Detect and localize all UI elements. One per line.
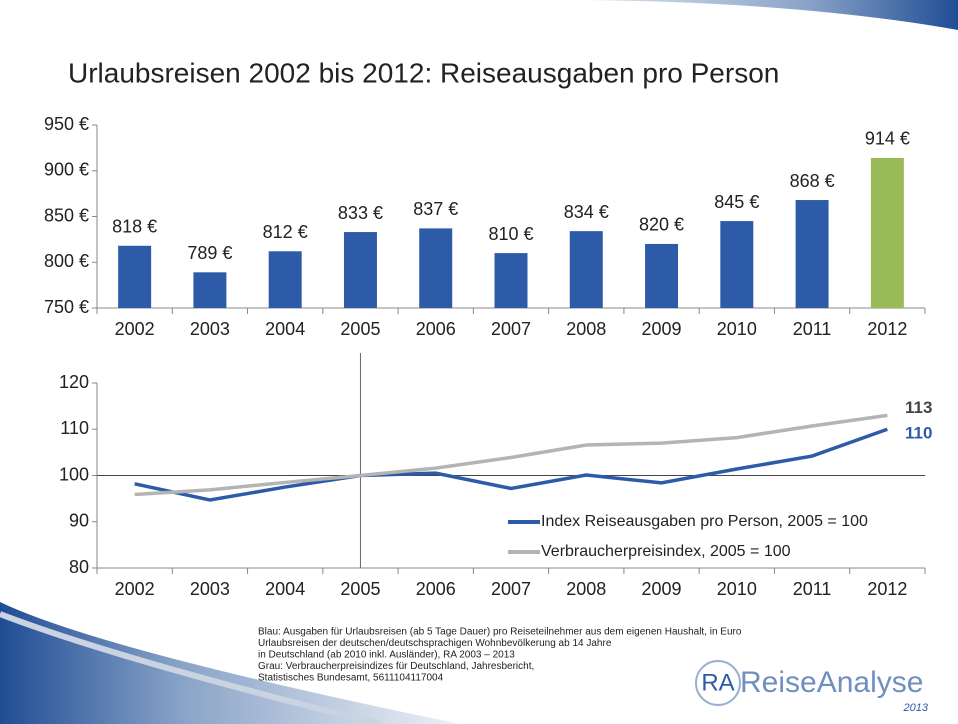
- y-tick-label: 120: [59, 372, 89, 392]
- chart-title: Urlaubsreisen 2002 bis 2012: Reiseausgab…: [68, 57, 779, 88]
- bar: [343, 232, 377, 308]
- x-tick-label: 2010: [717, 579, 757, 599]
- bar: [193, 272, 227, 308]
- y-tick-label: 90: [69, 511, 89, 531]
- value-label: 845 €: [714, 192, 759, 212]
- y-tick-label: 950 €: [44, 114, 89, 134]
- value-label: 868 €: [790, 171, 835, 191]
- logo-circle: [695, 660, 741, 706]
- x-tick-label: 2008: [566, 579, 606, 599]
- value-label: 810 €: [488, 224, 533, 244]
- x-tick-label: 2006: [416, 579, 456, 599]
- bar: [268, 251, 302, 308]
- value-label: 789 €: [187, 243, 232, 263]
- value-label: 812 €: [263, 222, 308, 242]
- logo-year: 2013: [903, 702, 929, 714]
- legend-label: Index Reiseausgaben pro Person, 2005 = 1…: [541, 513, 868, 530]
- line: [134, 413, 888, 497]
- x-tick-label: 2012: [867, 319, 907, 339]
- value-label: 837 €: [413, 199, 458, 219]
- end-label: 113: [905, 398, 932, 417]
- bar: [870, 157, 904, 308]
- note: Statistisches Bundesamt, 5611104117004: [258, 673, 444, 684]
- x-tick-label: 2007: [491, 319, 531, 339]
- swoosh-bottom: [0, 602, 460, 724]
- note: Urlaubsreisen der deutschen/deutschsprac…: [258, 638, 612, 649]
- bar: [494, 253, 528, 308]
- note: in Deutschland (ab 2010 inkl. Ausländer)…: [258, 650, 515, 661]
- legend-label: Verbraucherpreisindex, 2005 = 100: [541, 543, 791, 560]
- y-tick-label: 900 €: [44, 160, 89, 180]
- bar: [419, 228, 453, 308]
- bar: [569, 231, 603, 308]
- x-tick-label: 2012: [867, 579, 907, 599]
- y-tick-label: 750 €: [44, 297, 89, 317]
- x-tick-label: 2004: [265, 579, 305, 599]
- x-tick-label: 2003: [190, 579, 230, 599]
- bar: [795, 200, 829, 308]
- value-label: 834 €: [564, 202, 609, 222]
- logo-mark: RA: [701, 669, 734, 696]
- x-tick-label: 2011: [793, 579, 832, 599]
- note: Grau: Verbraucherpreisindizes für Deutsc…: [258, 661, 534, 672]
- bar: [720, 221, 754, 308]
- x-tick-label: 2009: [642, 579, 682, 599]
- end-label: 110: [905, 424, 932, 443]
- line: [134, 427, 888, 502]
- y-tick-label: 110: [60, 418, 89, 438]
- swoosh-line: [0, 611, 381, 724]
- x-tick-label: 2010: [717, 319, 757, 339]
- x-tick-label: 2009: [642, 319, 682, 339]
- x-tick-label: 2002: [115, 579, 155, 599]
- x-tick-label: 2006: [416, 319, 456, 339]
- x-tick-label: 2008: [566, 319, 606, 339]
- x-tick-label: 2005: [340, 319, 380, 339]
- x-tick-label: 2003: [190, 319, 230, 339]
- swoosh-top: [580, 0, 958, 30]
- y-tick-label: 850 €: [44, 205, 89, 225]
- x-tick-label: 2011: [793, 319, 832, 339]
- x-tick-label: 2004: [265, 319, 305, 339]
- y-tick-label: 100: [59, 464, 89, 484]
- x-tick-label: 2005: [340, 579, 380, 599]
- value-label: 818 €: [112, 217, 157, 237]
- y-tick-label: 80: [69, 557, 89, 577]
- value-label: 833 €: [338, 203, 383, 223]
- value-label: 820 €: [639, 215, 684, 235]
- x-tick-label: 2007: [491, 579, 531, 599]
- logo-name: ReiseAnalyse: [740, 666, 923, 699]
- y-tick-label: 800 €: [44, 251, 89, 271]
- bar: [645, 243, 679, 308]
- value-label: 914 €: [865, 129, 910, 149]
- note: Blau: Ausgaben für Urlaubsreisen (ab 5 T…: [258, 627, 742, 638]
- bar: [118, 245, 152, 308]
- x-tick-label: 2002: [115, 319, 155, 339]
